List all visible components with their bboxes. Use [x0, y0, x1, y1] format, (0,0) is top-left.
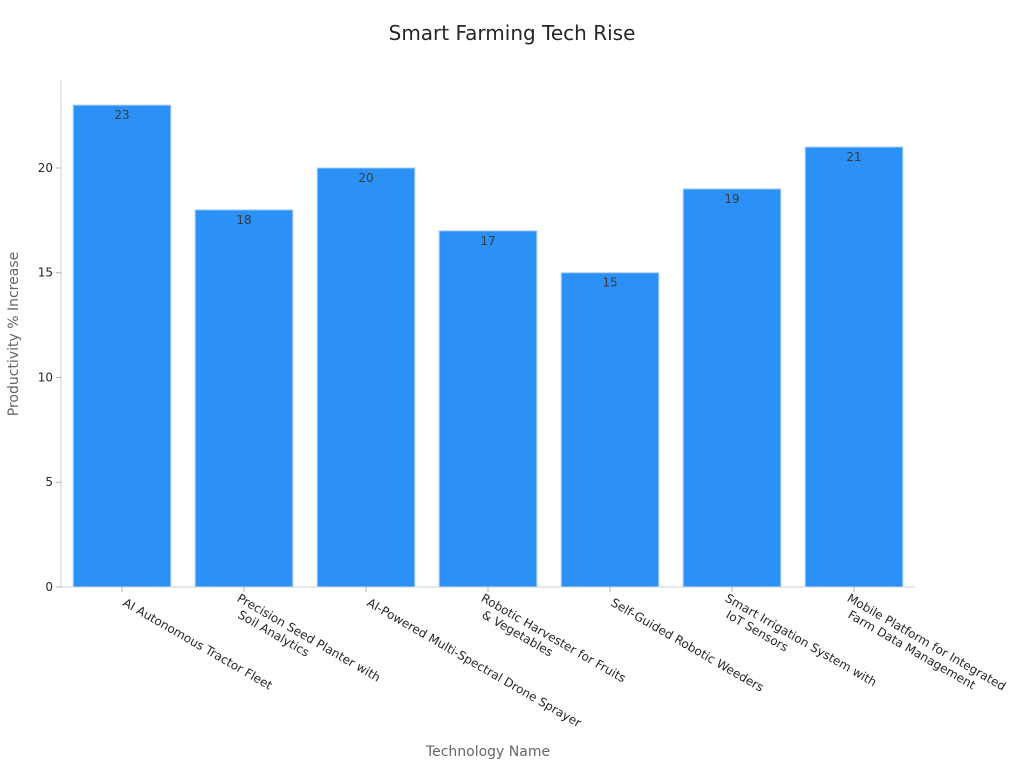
- y-tick-label: 10: [38, 370, 53, 384]
- y-tick-label: 5: [45, 475, 53, 489]
- bar-value-label: 19: [724, 192, 739, 206]
- x-tick-label: AI-Powered Multi-Spectral Drone Sprayer: [365, 595, 584, 730]
- bar-value-label: 21: [846, 150, 861, 164]
- bar-value-label: 23: [114, 108, 129, 122]
- bar: [682, 188, 782, 588]
- chart-title: Smart Farming Tech Rise: [389, 21, 636, 45]
- y-axis-title: Productivity % Increase: [6, 252, 22, 416]
- bar: [438, 230, 538, 588]
- y-tick-label: 15: [38, 266, 53, 280]
- y-tick-label: 0: [45, 580, 53, 594]
- bar-value-label: 18: [236, 213, 251, 227]
- bar: [72, 104, 172, 588]
- x-axis-title: Technology Name: [425, 744, 550, 760]
- bar: [804, 146, 904, 588]
- bar: [194, 209, 294, 588]
- bar-value-label: 17: [480, 234, 495, 248]
- bar-value-label: 20: [358, 171, 373, 185]
- x-tick-label: Mobile Platform for IntegratedFarm Data …: [838, 591, 1009, 706]
- bars: 23 18 20 17 15 19 21: [72, 104, 904, 588]
- bar: [560, 272, 660, 588]
- y-tick-label: 20: [38, 161, 53, 175]
- bar-value-label: 15: [602, 276, 617, 290]
- y-axis: 0 5 10 15 20: [38, 80, 62, 594]
- bar: [316, 167, 416, 588]
